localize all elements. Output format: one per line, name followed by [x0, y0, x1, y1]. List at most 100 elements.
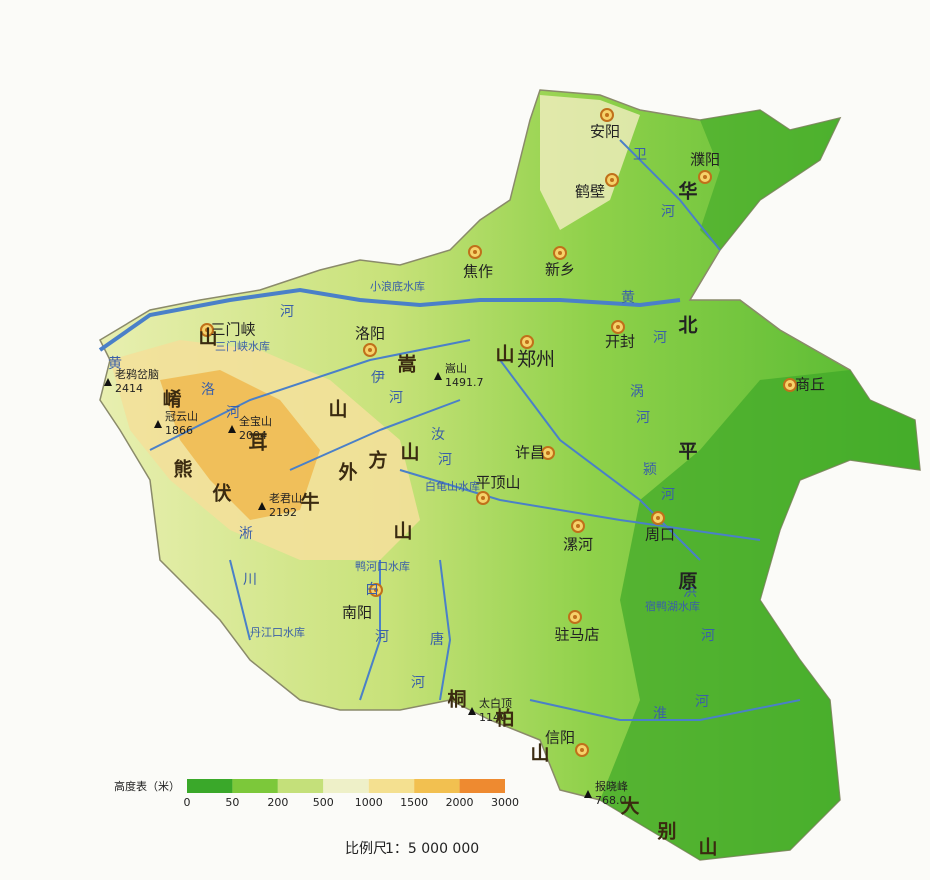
legend-swatch: [459, 779, 505, 793]
river: [619, 139, 721, 251]
city-dot-center: [525, 340, 529, 344]
city-name: 安阳: [590, 123, 620, 141]
yellow-river: [98, 287, 681, 352]
mountain-label: 耳: [248, 432, 267, 454]
city-dot-center: [576, 524, 580, 528]
river-label: 淅: [239, 526, 253, 542]
legend-swatch: [187, 779, 233, 793]
scale-value: 1：5 000 000: [385, 841, 479, 857]
city-dot-center: [788, 383, 792, 387]
city-name: 周口: [645, 526, 675, 544]
peak-elevation: 1491.7: [445, 376, 484, 389]
river-label: 颍: [643, 462, 657, 478]
peak-elevation: 2192: [269, 506, 297, 519]
river: [399, 469, 761, 541]
river: [289, 399, 461, 471]
mountain-core: [160, 370, 320, 520]
legend-tick: 500: [313, 796, 334, 809]
river-label: 伊: [371, 370, 385, 386]
river-label: 河: [438, 452, 452, 468]
river-label: 涡: [630, 384, 644, 400]
river-label: 白: [365, 582, 379, 598]
peak-name: 老君山: [269, 492, 302, 505]
river-label: 洛: [201, 382, 215, 398]
mountain-label: 熊: [173, 458, 192, 481]
scale-label: 比例尺: [345, 841, 387, 857]
legend-swatch: [277, 779, 324, 793]
peak-name: 嵩山: [445, 362, 467, 375]
legend-swatch: [414, 779, 460, 793]
mountain-label: 伏: [212, 482, 231, 505]
river: [149, 339, 471, 451]
reservoir-name: 三门峡水库: [215, 339, 270, 353]
peak-name: 太白顶: [479, 696, 512, 710]
mountain-label: 桐: [447, 688, 466, 711]
city-name: 南阳: [342, 604, 372, 622]
river-label: 河: [661, 487, 675, 503]
river-label: 淮: [653, 706, 667, 722]
city-name: 鹤壁: [575, 183, 605, 201]
city-name: 洛阳: [355, 325, 385, 343]
reservoir-name: 小浪底水库: [370, 279, 425, 293]
river-label: 汝: [431, 427, 445, 443]
peak-marker: [258, 502, 266, 510]
mountain-label: 山: [328, 399, 347, 421]
reservoir-name: 白龟山水库: [425, 479, 480, 493]
plain-label: 北: [678, 315, 697, 337]
mountain-label: 山: [698, 837, 717, 859]
city-name: 三门峡: [210, 321, 255, 339]
river: [499, 359, 701, 561]
city-name: 信阳: [545, 729, 575, 747]
city-name: 许昌: [515, 444, 545, 462]
legend-tick: 50: [225, 796, 239, 809]
city-dot-center: [605, 113, 609, 117]
city-dot-center: [481, 496, 485, 500]
mountain-label: 山: [400, 442, 419, 464]
city-dot-center: [656, 516, 660, 520]
river-label: 卫: [633, 147, 647, 163]
river-label: 河: [661, 204, 675, 220]
legend-tick: 200: [267, 796, 288, 809]
city-dot-center: [368, 348, 372, 352]
mountain-label: 山: [530, 743, 549, 765]
legend-title: 高度表（米）: [114, 779, 180, 793]
river-label: 川: [243, 572, 257, 588]
river: [229, 559, 251, 641]
mountain-label: 方: [368, 449, 387, 472]
peak-elevation: 1140: [479, 711, 507, 724]
reservoir-name: 宿鸭湖水库: [645, 599, 700, 613]
plain-label: 平: [678, 441, 697, 463]
river-label: 河: [226, 405, 240, 421]
mountain-label: 山: [393, 521, 412, 543]
peak-marker: [468, 707, 476, 715]
river-label: 河: [701, 628, 715, 644]
city-name: 濮阳: [690, 151, 720, 169]
peak-marker: [434, 372, 442, 380]
peak-name: 冠云山: [165, 410, 198, 423]
city-dot-center: [374, 588, 378, 592]
river-label: 河: [636, 410, 650, 426]
city-dot-center: [616, 325, 620, 329]
peak-name: 报晓峰: [595, 779, 628, 793]
river-label: 河: [389, 390, 403, 406]
river-label: 河: [695, 694, 709, 710]
city-dot-center: [610, 178, 614, 182]
legend-tick: 3000: [491, 796, 519, 809]
city-name: 商丘: [795, 376, 825, 394]
city-dot-center: [546, 451, 550, 455]
mountain-label: 山: [495, 344, 514, 366]
peak-name: 全宝山: [239, 414, 272, 428]
peak-marker: [228, 425, 236, 433]
reservoir-name: 丹江口水库: [250, 626, 305, 639]
legend-swatch: [323, 779, 369, 793]
city-name: 郑州: [517, 349, 555, 371]
river: [439, 559, 452, 701]
river-label: 黄: [108, 355, 122, 372]
city-name: 开封: [605, 333, 635, 351]
legend-tick: 0: [184, 796, 191, 809]
mountain-label: 外: [338, 461, 357, 484]
reservoir-name: 鸭河口水库: [355, 560, 410, 573]
mountain-label: 嵩: [397, 354, 416, 376]
mountain-label: 山: [198, 327, 217, 349]
